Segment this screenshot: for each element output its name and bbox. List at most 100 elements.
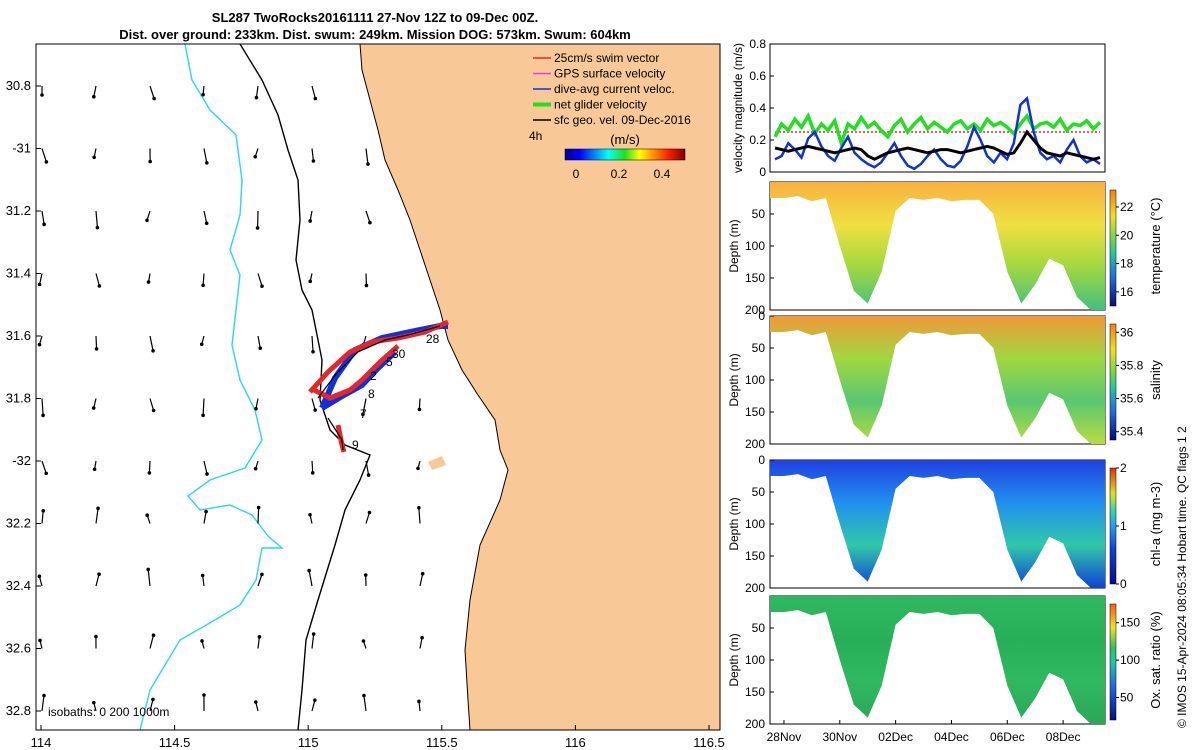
sfc-velocity-arrow <box>149 85 155 99</box>
glider-track-net <box>317 325 441 451</box>
section-ytick-label: 150 <box>745 549 765 563</box>
map-legend: 25cm/s swim vector GPS surface velocitydi… <box>529 51 691 181</box>
arrow-head <box>253 700 258 704</box>
colorbar-tick-label: 0 <box>1120 577 1127 591</box>
colorbar-tick-label: 1 <box>1120 519 1127 533</box>
sfc-velocity-arrow <box>363 695 367 712</box>
sfc-velocity-arrow <box>149 635 155 649</box>
section-ytick-label: 50 <box>752 207 766 221</box>
arrow-head <box>94 634 98 639</box>
sfc-velocity-arrow <box>41 460 47 474</box>
sfc-velocity-arrow <box>41 148 47 163</box>
arrow-head <box>44 471 49 476</box>
colorbar-label-chl-a: chl-a (mg m-3) <box>1148 482 1163 567</box>
time-tick-label: 06Dec <box>990 730 1025 744</box>
velocity-panel[interactable]: 0 0.2 0.4 0.6 0.8 velocity magnitude (m/s) <box>731 37 1106 179</box>
section-ylabel: Depth (m) <box>727 633 741 686</box>
arrow-head <box>253 155 258 159</box>
section-ytick-label: 50 <box>752 485 766 499</box>
island <box>428 456 446 470</box>
lon-tick-label: 114 <box>31 735 52 750</box>
sfc-velocity-arrow <box>419 637 423 649</box>
section-panel-temperature[interactable]: 50 100 150 200 Depth (m) 16 18 20 22 temperature … <box>727 181 1163 317</box>
track-day-label-2: 2 <box>370 369 377 383</box>
arrow-head <box>366 162 370 166</box>
colorbar-tick-label: 50 <box>1120 691 1134 705</box>
section-ytick-label: 50 <box>752 341 766 355</box>
sfc-velocity-arrow <box>95 210 99 228</box>
sfc-velocity-arrow <box>203 148 208 163</box>
sfc-velocity-arrow <box>202 273 205 286</box>
lon-tick-label: 114.5 <box>159 735 191 750</box>
section-panel-chl-a[interactable]: 0 50 100 150 200 Depth (m) 0 1 2 chl-a (mg m-3) <box>727 453 1163 595</box>
map-panel[interactable]: 30 2 5 8 7 9 28 114 114.5 115 115.5 116 116.5… <box>6 43 725 750</box>
velocity-series <box>773 95 1102 171</box>
vel-ytick-label: 0.8 <box>749 37 766 51</box>
velocity-series-line <box>774 129 1101 161</box>
lat-tick-label: 31.2 <box>6 203 31 218</box>
colorbar-tick-label: 35.4 <box>1120 425 1144 439</box>
section-ytick-label: 200 <box>745 437 765 451</box>
sfc-velocity-arrow <box>257 574 263 587</box>
section-ytick-label: 200 <box>745 303 765 317</box>
sfc-velocity-arrow <box>148 460 151 473</box>
sfc-velocity-arrow <box>419 573 424 587</box>
track-day-label-7: 28 <box>426 332 440 346</box>
arrow-head <box>201 413 205 418</box>
section-ytick-label: 150 <box>745 271 765 285</box>
arrow-head <box>97 284 102 288</box>
sfc-velocity-arrow <box>311 700 316 712</box>
arrow-head <box>40 93 44 97</box>
colorbar-tick-label: 20 <box>1120 228 1134 242</box>
arrow-head <box>417 699 421 704</box>
track-day-label-1: 30 <box>392 347 406 361</box>
sfc-velocity-arrow <box>311 85 316 99</box>
arrow-head <box>417 407 422 412</box>
arrow-head <box>91 700 96 705</box>
arrow-head <box>200 573 205 578</box>
arrow-head <box>151 633 156 638</box>
colorbar-tick-label: 150 <box>1120 616 1140 630</box>
sfc-velocity-arrow <box>41 398 44 416</box>
arrow-head <box>366 473 371 477</box>
section-ytick-label: 0 <box>758 453 765 467</box>
arrow-head <box>145 513 149 518</box>
arrow-head <box>260 572 264 577</box>
section-panel-salinity[interactable]: 0 50 100 150 200 Depth (m) 35.4 35.6 35.8 36 salin… <box>727 309 1163 451</box>
colorbar-tick-label: 35.6 <box>1120 392 1144 406</box>
sfc-velocity-arrow <box>308 570 313 587</box>
arrow-head <box>37 574 42 579</box>
lon-tick-label: 116.5 <box>693 735 725 750</box>
arrow-head <box>257 635 262 639</box>
sfc-velocity-arrow <box>203 511 207 524</box>
section-ylabel: Depth (m) <box>727 497 741 550</box>
speed-colorbar <box>564 148 686 161</box>
section-ytick-label: 100 <box>745 373 765 387</box>
arrow-head <box>364 283 369 288</box>
colorbar-label-oxygen: Ox. sat. ratio (%) <box>1148 611 1163 709</box>
lat-tick-label: 31.8 <box>6 391 31 406</box>
colorbar-tick-label: 36 <box>1120 325 1134 339</box>
isobath-legend: isobaths: 0 200 1000m <box>48 705 169 719</box>
section-colorbar <box>1109 323 1117 441</box>
coastline <box>359 44 509 730</box>
section-data-salinity <box>770 316 1105 444</box>
legend-label: GPS surface velocity <box>554 67 665 81</box>
sfc-velocity-arrow <box>257 636 261 649</box>
velocity-series-line <box>774 95 1101 171</box>
arrow-head <box>37 282 42 287</box>
section-ytick-label: 100 <box>745 239 765 253</box>
sfc-velocity-arrow <box>41 210 45 225</box>
arrow-head <box>416 466 420 471</box>
sfc-velocity-arrow <box>365 512 371 524</box>
lat-tick-label: -31 <box>12 141 31 156</box>
section-panel-oxygen[interactable]: 50 100 150 200 Depth (m) 50 100 150 Ox. sat. rat… <box>727 595 1163 731</box>
sfc-velocity-arrow <box>311 335 314 352</box>
arrow-head <box>308 279 313 284</box>
velocity-ylabel: velocity magnitude (m/s) <box>731 43 745 173</box>
arrow-head <box>146 280 151 284</box>
track-day-label-4: 8 <box>368 387 375 401</box>
colorbar-tick-1: 0.2 <box>611 167 628 181</box>
sfc-velocity-arrow <box>311 398 316 411</box>
arrow-head <box>313 96 318 101</box>
